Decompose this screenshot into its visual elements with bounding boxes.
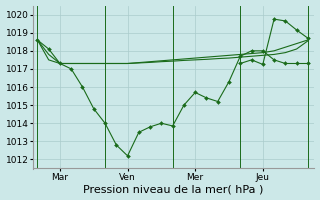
X-axis label: Pression niveau de la mer( hPa ): Pression niveau de la mer( hPa ) [84, 184, 264, 194]
